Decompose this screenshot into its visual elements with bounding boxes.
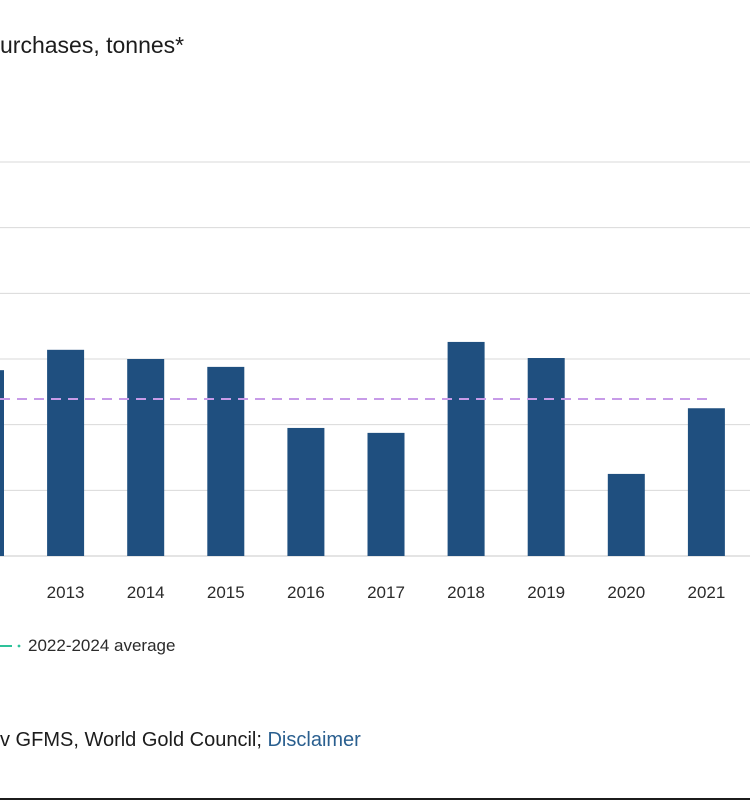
bar-2021[interactable] [687, 408, 725, 556]
bar-2019[interactable] [527, 358, 565, 556]
x-tick-label: 2019 [527, 583, 565, 602]
x-tick-label: 2013 [47, 583, 85, 602]
bars [0, 341, 725, 556]
disclaimer-link[interactable]: Disclaimer [267, 729, 361, 751]
source-note: v GFMS, World Gold Council; Disclaimer [0, 729, 361, 752]
bottom-divider [0, 798, 750, 800]
bar-chart: 2201320142015201620172018201920202021 [0, 161, 750, 602]
x-axis-ticks: 2201320142015201620172018201920202021 [47, 583, 726, 602]
x-tick-label: 2017 [367, 583, 405, 602]
chart-title: urchases, tonnes* [0, 32, 185, 58]
x-tick-label: 2020 [607, 583, 645, 602]
bar-2018[interactable] [447, 341, 485, 556]
x-tick-label: 2015 [207, 583, 245, 602]
legend-label: 2022-2024 average [28, 636, 176, 655]
bar-2014[interactable] [127, 359, 165, 556]
legend: 2022-2024 average [0, 634, 175, 658]
bar-2020[interactable] [607, 473, 645, 556]
x-tick-label: 2018 [447, 583, 485, 602]
source-text: v GFMS, World Gold Council; [0, 729, 268, 751]
bar-2017[interactable] [367, 432, 405, 556]
x-tick-label: 2016 [287, 583, 325, 602]
x-tick-label: 2021 [687, 583, 725, 602]
x-tick-label: 2014 [127, 583, 165, 602]
bar-2016[interactable] [287, 427, 325, 556]
bar-2[interactable] [0, 370, 4, 556]
bar-2015[interactable] [207, 366, 245, 556]
legend-dashed-line-icon [0, 634, 22, 658]
bar-2013[interactable] [47, 349, 85, 556]
